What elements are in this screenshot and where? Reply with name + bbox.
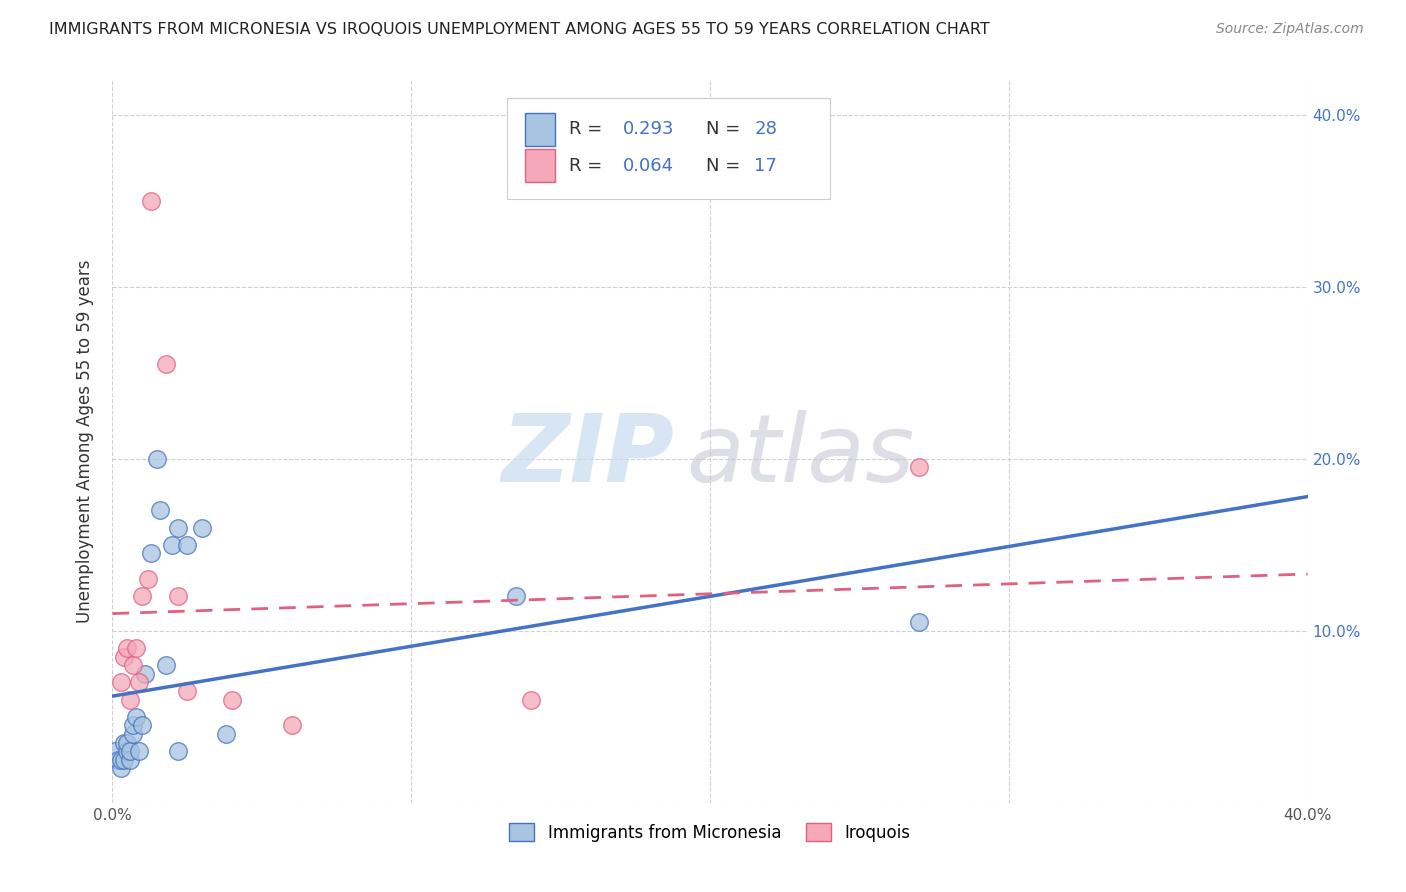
Point <box>114 735 135 749</box>
Text: 0.293: 0.293 <box>623 120 675 138</box>
Point <box>110 675 132 690</box>
Point <box>131 590 153 604</box>
Point <box>520 692 543 706</box>
Point <box>281 718 304 732</box>
Point <box>122 718 145 732</box>
Point <box>134 666 156 681</box>
Point <box>128 675 150 690</box>
Text: R =: R = <box>569 156 607 175</box>
FancyBboxPatch shape <box>524 149 555 182</box>
Point <box>141 194 163 208</box>
Point <box>104 744 127 758</box>
Point <box>221 692 243 706</box>
Point <box>114 753 135 767</box>
Point <box>167 590 190 604</box>
Point <box>162 538 183 552</box>
Point <box>908 460 931 475</box>
Text: N =: N = <box>706 120 747 138</box>
Point <box>191 520 214 534</box>
Point <box>155 357 177 371</box>
Text: Source: ZipAtlas.com: Source: ZipAtlas.com <box>1216 22 1364 37</box>
Point <box>146 451 169 466</box>
Y-axis label: Unemployment Among Ages 55 to 59 years: Unemployment Among Ages 55 to 59 years <box>76 260 94 624</box>
Point <box>176 684 198 698</box>
Text: R =: R = <box>569 120 607 138</box>
Point <box>138 572 160 586</box>
Point <box>110 761 132 775</box>
Point <box>908 615 931 630</box>
Point <box>149 503 172 517</box>
Point <box>107 753 129 767</box>
Point <box>141 546 163 560</box>
Point <box>128 744 150 758</box>
Point <box>176 538 198 552</box>
Point <box>117 735 139 749</box>
Point <box>125 640 148 655</box>
Point <box>122 658 145 673</box>
Point <box>505 590 527 604</box>
Point <box>110 753 132 767</box>
Point <box>131 718 153 732</box>
Text: IMMIGRANTS FROM MICRONESIA VS IROQUOIS UNEMPLOYMENT AMONG AGES 55 TO 59 YEARS CO: IMMIGRANTS FROM MICRONESIA VS IROQUOIS U… <box>49 22 990 37</box>
Point <box>120 692 142 706</box>
Text: 0.064: 0.064 <box>623 156 673 175</box>
Point <box>155 658 177 673</box>
Point <box>125 710 148 724</box>
Text: 17: 17 <box>754 156 778 175</box>
Point <box>215 727 238 741</box>
Point <box>120 744 142 758</box>
Point <box>120 753 142 767</box>
Point <box>117 744 139 758</box>
Point <box>122 727 145 741</box>
Point <box>117 640 139 655</box>
Point <box>167 520 190 534</box>
FancyBboxPatch shape <box>524 113 555 145</box>
FancyBboxPatch shape <box>508 98 830 200</box>
Text: ZIP: ZIP <box>502 410 675 502</box>
Text: atlas: atlas <box>686 410 914 501</box>
Point <box>114 649 135 664</box>
Legend: Immigrants from Micronesia, Iroquois: Immigrants from Micronesia, Iroquois <box>503 817 917 848</box>
Text: 28: 28 <box>754 120 778 138</box>
Text: N =: N = <box>706 156 747 175</box>
Point <box>167 744 190 758</box>
